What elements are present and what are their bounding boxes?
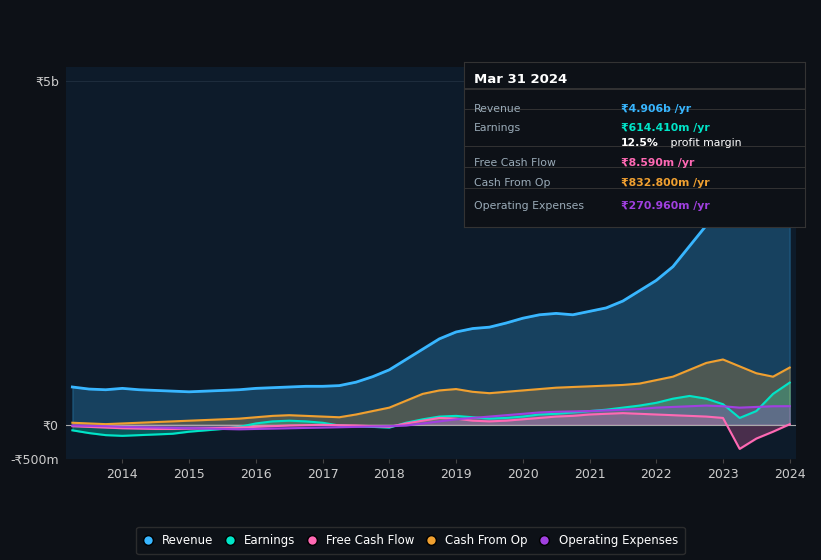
Text: 12.5%: 12.5% (621, 138, 658, 148)
Text: ₹8.590m /yr: ₹8.590m /yr (621, 158, 694, 168)
Legend: Revenue, Earnings, Free Cash Flow, Cash From Op, Operating Expenses: Revenue, Earnings, Free Cash Flow, Cash … (136, 527, 685, 554)
Text: ₹832.800m /yr: ₹832.800m /yr (621, 178, 709, 188)
Text: ₹4.906b /yr: ₹4.906b /yr (621, 104, 690, 114)
Text: ₹614.410m /yr: ₹614.410m /yr (621, 123, 709, 133)
Text: Cash From Op: Cash From Op (474, 178, 551, 188)
Text: profit margin: profit margin (667, 138, 741, 148)
Text: Earnings: Earnings (474, 123, 521, 133)
Text: Operating Expenses: Operating Expenses (474, 201, 584, 211)
Text: Free Cash Flow: Free Cash Flow (474, 158, 556, 168)
Text: Mar 31 2024: Mar 31 2024 (474, 73, 567, 86)
Text: ₹270.960m /yr: ₹270.960m /yr (621, 201, 709, 211)
Text: Revenue: Revenue (474, 104, 521, 114)
